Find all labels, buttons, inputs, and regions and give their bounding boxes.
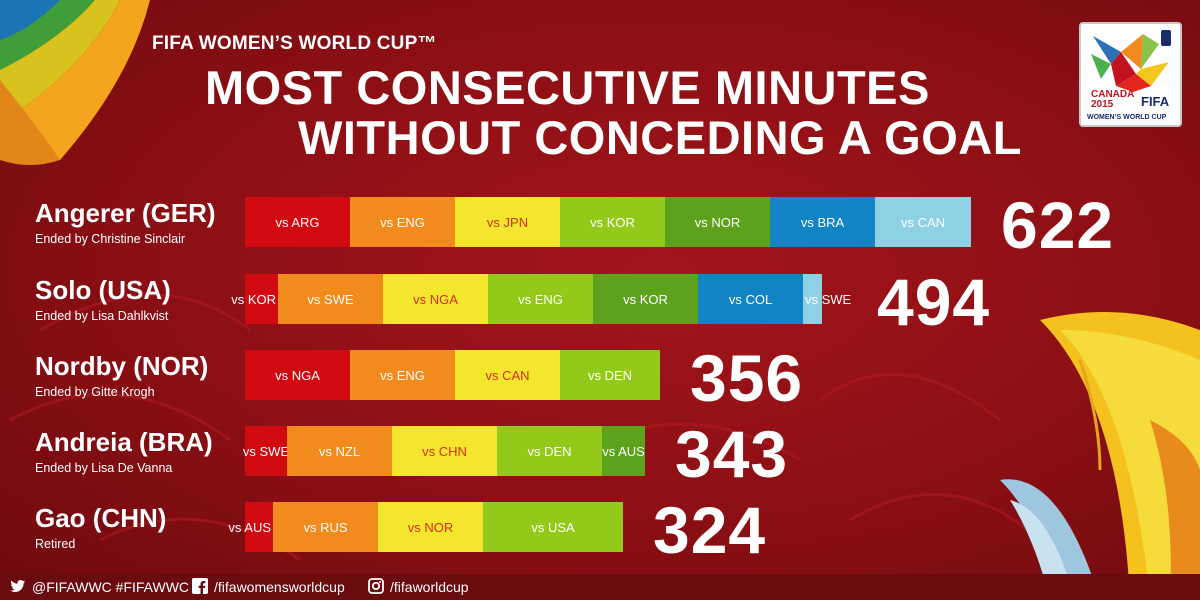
bar-segment: vs NOR (665, 197, 770, 247)
bar-segment: vs ENG (350, 197, 455, 247)
segment-label: vs USA (531, 519, 575, 535)
segment-label: vs SWE (307, 291, 354, 307)
bar-segment (245, 274, 278, 324)
segment-label: vs CHN (422, 443, 467, 459)
player-subtitle: Ended by Lisa De Vanna (35, 461, 173, 475)
logo-line2: 2015 (1091, 99, 1114, 110)
bar-segment: vs DEN (560, 350, 660, 400)
segment-label: vs JPN (486, 214, 529, 230)
segment-label: vs ENG (380, 214, 425, 230)
total-minutes: 622 (1001, 188, 1115, 262)
segment-label: vs SWE (805, 291, 852, 307)
bar-segment: vs CHN (392, 426, 497, 476)
player-name: Solo (USA) (35, 275, 171, 305)
player-name: Gao (CHN) (35, 503, 167, 533)
segment-label: vs ENG (380, 367, 425, 383)
total-minutes: 494 (877, 265, 991, 339)
logo-brand: FIFA (1141, 94, 1170, 109)
bar-segment: vs ARG (245, 197, 350, 247)
segment-label: vs AUS (602, 443, 645, 459)
bar-segment: vs KOR (593, 274, 698, 324)
bar-segment: vs NGA (245, 350, 350, 400)
segment-label: vs SWE (242, 443, 290, 459)
segment-label: vs NZL (318, 443, 361, 459)
facebook-handle[interactable]: /fifawomensworldcup (214, 579, 345, 595)
bar-segment: vs USA (483, 502, 623, 552)
bar-segment: vs JPN (455, 197, 560, 247)
logo-line1: CANADA (1091, 89, 1135, 100)
bar-segment (245, 502, 273, 552)
segment-label: vs KOR (623, 291, 668, 307)
facebook-icon (192, 578, 208, 594)
header-subtitle: FIFA WOMEN’S WORLD CUP™ (152, 33, 437, 54)
segment-label: vs KOR (231, 291, 276, 307)
instagram-icon (368, 578, 384, 594)
total-minutes: 324 (653, 493, 767, 567)
total-minutes: 356 (690, 341, 804, 415)
title-line-2: WITHOUT CONCEDING A GOAL (298, 111, 1022, 164)
segment-label: vs KOR (590, 214, 635, 230)
bottom-right-flame (1000, 312, 1200, 600)
bar-segment: vs DEN (497, 426, 602, 476)
top-left-leaves (0, 0, 150, 165)
twitter-handle[interactable]: @FIFAWWC #FIFAWWC (32, 579, 190, 595)
player-subtitle: Retired (35, 537, 76, 551)
bar-segment: vs RUS (273, 502, 378, 552)
bar-segment: vs COL (698, 274, 803, 324)
segment-label: vs CAN (900, 214, 946, 230)
player-subtitle: Ended by Christine Sinclair (35, 232, 186, 246)
bar-segment (803, 274, 822, 324)
bar-segment: vs NOR (378, 502, 483, 552)
logo-tagline: WOMEN’S WORLD CUP (1087, 114, 1167, 121)
segment-label: vs BRA (800, 214, 845, 230)
maple-leaf-icon (1091, 30, 1171, 92)
player-subtitle: Ended by Gitte Krogh (35, 385, 155, 399)
segment-label: vs ENG (518, 291, 563, 307)
segment-label: vs NOR (407, 519, 454, 535)
bar-segment: vs NGA (383, 274, 488, 324)
segment-label: vs DEN (527, 443, 572, 459)
twitter-icon (10, 580, 25, 592)
bar-segment: vs BRA (770, 197, 875, 247)
player-subtitle: Ended by Lisa Dahlkvist (35, 309, 169, 323)
segment-label: vs ARG (275, 214, 320, 230)
bar-segment: vs AUS (602, 426, 645, 476)
bar-segment: vs SWE (242, 426, 290, 476)
segment-label: vs RUS (303, 519, 348, 535)
player-name: Angerer (GER) (35, 198, 216, 228)
title-line-1: MOST CONSECUTIVE MINUTES (205, 61, 930, 114)
bar-segment: vs CAN (875, 197, 971, 247)
segment-label: vs COL (728, 291, 773, 307)
canada-2015-logo: CANADA 2015 FIFA WOMEN’S WORLD CUP (1079, 22, 1182, 127)
instagram-handle[interactable]: /fifaworldcup (390, 579, 469, 595)
segment-label: vs DEN (587, 367, 633, 383)
segment-label: vs AUS (228, 519, 271, 535)
bar-segment: vs ENG (488, 274, 593, 324)
player-name: Andreia (BRA) (35, 427, 213, 457)
bar-segment: vs NZL (287, 426, 392, 476)
bar-segment: vs CAN (455, 350, 560, 400)
player-name: Nordby (NOR) (35, 351, 209, 381)
segment-label: vs NGA (413, 291, 458, 307)
total-minutes: 343 (675, 417, 789, 491)
segment-label: vs CAN (485, 367, 530, 383)
segment-label: vs NOR (694, 214, 741, 230)
bar-segment: vs SWE (278, 274, 383, 324)
bar-segment: vs ENG (350, 350, 455, 400)
bar-segment: vs KOR (560, 197, 665, 247)
segment-label: vs NGA (275, 367, 320, 383)
